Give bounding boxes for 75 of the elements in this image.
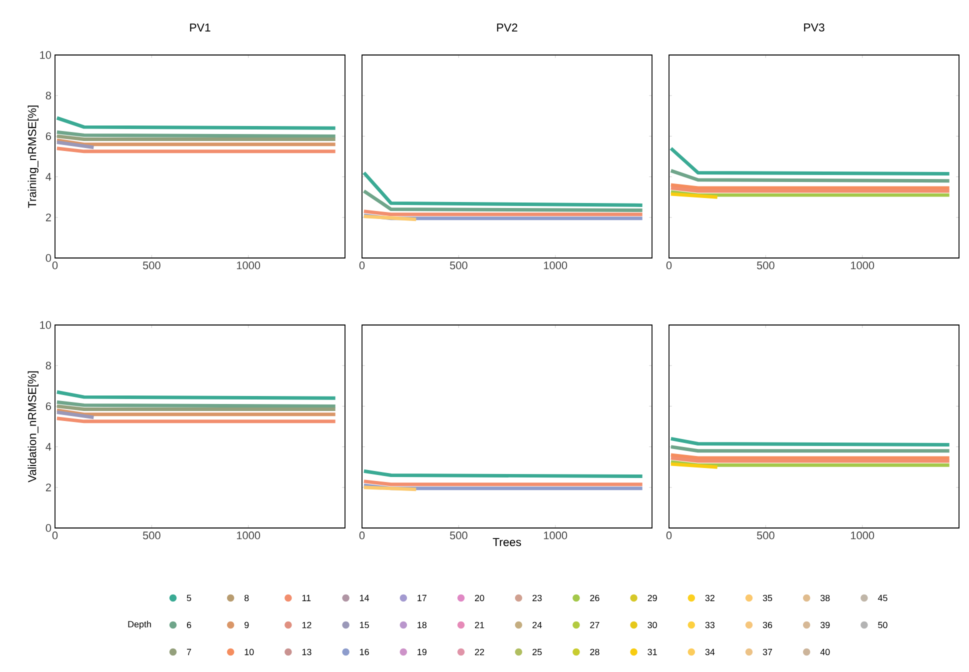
legend-label: 24 (532, 622, 542, 628)
legend-label: 37 (762, 648, 772, 656)
legend-label: 23 (532, 594, 542, 602)
legend-label: 18 (418, 622, 427, 628)
y-tick-label: 2 (46, 214, 51, 222)
y-tick-label: 6 (46, 132, 52, 140)
legend-label: 13 (302, 648, 312, 656)
y-axis-title: Training_nRMSE[%] (28, 106, 38, 208)
legend-label: 40 (820, 648, 830, 656)
legend-label: 32 (705, 594, 714, 602)
y-tick-label: 10 (40, 321, 52, 329)
legend-label: 12 (302, 622, 312, 628)
legend-label: 27 (590, 622, 600, 628)
legend-label: 30 (648, 622, 657, 628)
legend-label: 25 (532, 648, 542, 656)
x-tick-label: 0 (359, 532, 365, 540)
y-tick-label: 0 (46, 254, 52, 262)
legend-label: 28 (590, 648, 600, 656)
x-tick-label: 1000 (236, 262, 260, 270)
legend-label: 8 (244, 594, 249, 602)
x-tick-label: 500 (142, 262, 160, 270)
legend-label: 39 (820, 622, 830, 628)
legend-label: 34 (705, 648, 715, 656)
legend-label: 50 (878, 622, 888, 628)
x-tick-label: 1000 (850, 262, 874, 270)
legend-label: 5 (186, 594, 192, 602)
x-tick-label: 0 (359, 262, 365, 270)
legend-label: 36 (762, 622, 772, 628)
legend-label: 7 (186, 648, 192, 656)
x-tick-label: 500 (450, 262, 468, 270)
legend-label: 15 (360, 622, 369, 628)
legend-label: 19 (418, 648, 426, 656)
x-tick-label: 500 (756, 532, 774, 540)
legend-label: 6 (186, 622, 192, 628)
x-tick-label: 0 (52, 532, 58, 540)
x-tick-label: 500 (756, 262, 774, 270)
legend-label: 16 (360, 648, 369, 656)
legend-label: 20 (474, 594, 484, 602)
legend-label: 29 (648, 594, 657, 602)
legend-label: 9 (244, 622, 249, 628)
chart-title: PV2 (497, 24, 518, 32)
x-tick-label: 500 (450, 532, 468, 540)
x-tick-label: 0 (52, 262, 58, 270)
x-axis-title: Trees (492, 538, 522, 546)
y-tick-label: 6 (46, 402, 52, 410)
y-tick-label: 4 (46, 443, 52, 451)
y-tick-label: 10 (40, 51, 52, 59)
legend-label: 33 (705, 622, 715, 628)
x-tick-label: 1000 (544, 262, 568, 270)
chart-title: PV3 (804, 23, 824, 32)
legend-label: 14 (360, 594, 370, 602)
y-tick-label: 8 (46, 92, 52, 100)
x-tick-label: 500 (142, 532, 160, 540)
x-tick-label: 1000 (544, 532, 568, 540)
y-tick-label: 2 (46, 484, 51, 492)
legend-label: 11 (302, 594, 311, 602)
y-tick-label: 0 (46, 524, 52, 532)
x-tick-label: 0 (666, 262, 672, 270)
legend-label: 38 (820, 594, 830, 602)
legend-label: 45 (878, 594, 888, 602)
chart-title: PV1 (190, 24, 210, 32)
legend-label: 21 (474, 622, 484, 628)
legend-label: 35 (762, 594, 772, 602)
y-tick-label: 4 (46, 173, 52, 181)
legend-label: 17 (418, 594, 426, 602)
legend-label: 10 (244, 648, 254, 656)
y-axis-title: Validation_nRMSE[%] (28, 371, 38, 482)
legend-label: 31 (648, 648, 657, 656)
x-tick-label: 0 (666, 532, 672, 540)
legend-title: Depth (128, 620, 151, 630)
y-tick-label: 8 (46, 362, 52, 370)
legend-label: 22 (474, 648, 484, 656)
legend-label: 26 (590, 594, 600, 602)
x-tick-label: 1000 (236, 532, 260, 540)
x-tick-label: 1000 (850, 532, 874, 540)
